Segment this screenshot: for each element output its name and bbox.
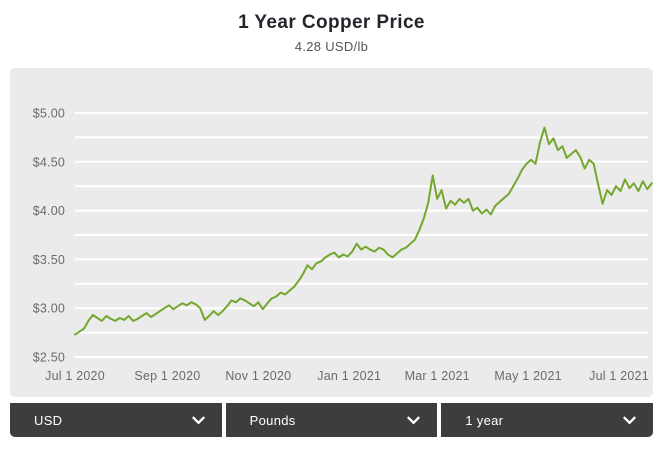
weight-unit-select-value: Pounds [249, 412, 296, 428]
currency-select-value: USD [34, 412, 63, 428]
latest-price-subtitle: 4.28 USD/lb [294, 39, 369, 54]
chevron-down-icon [407, 416, 421, 424]
x-axis-tick-label: Sep 1 2020 [134, 369, 200, 383]
x-axis-tick-label: Jul 1 2021 [589, 369, 649, 383]
y-axis-tick-label: $3.00 [33, 302, 65, 316]
date-range-select[interactable]: 1 year [441, 403, 654, 437]
page-title: 1 Year Copper Price [238, 12, 425, 33]
y-axis-tick-label: $2.50 [33, 351, 65, 365]
chart-card: $2.50 $3.00 $3.50 $4.00 $4.50 $5.00 Jul 1 2020… [10, 68, 653, 397]
y-axis-tick-label: $4.00 [33, 204, 65, 218]
currency-select[interactable]: USD [10, 403, 222, 437]
chevron-down-icon [191, 416, 205, 424]
y-axis-tick-label: $5.00 [33, 107, 65, 121]
y-axis-tick-label: $3.50 [33, 253, 65, 267]
x-axis-tick-label: May 1 2021 [494, 369, 561, 383]
chart-header: 1 Year Copper Price 4.28 USD/lb [0, 0, 663, 54]
controls-bar: USD Pounds 1 year [10, 403, 654, 437]
price-line-chart: $2.50 $3.00 $3.50 $4.00 $4.50 $5.00 Jul 1 2020… [33, 107, 653, 383]
weight-unit-select[interactable]: Pounds [225, 403, 438, 437]
date-range-select-value: 1 year [465, 412, 504, 428]
y-axis-tick-label: $4.50 [33, 155, 65, 169]
price-line [74, 126, 653, 336]
x-axis-tick-label: Mar 1 2021 [405, 369, 470, 383]
x-axis-tick-label: Nov 1 2020 [225, 369, 291, 383]
chevron-down-icon [623, 416, 636, 424]
x-axis-tick-label: Jan 1 2021 [317, 369, 381, 383]
x-axis-tick-label: Jul 1 2020 [45, 369, 105, 383]
